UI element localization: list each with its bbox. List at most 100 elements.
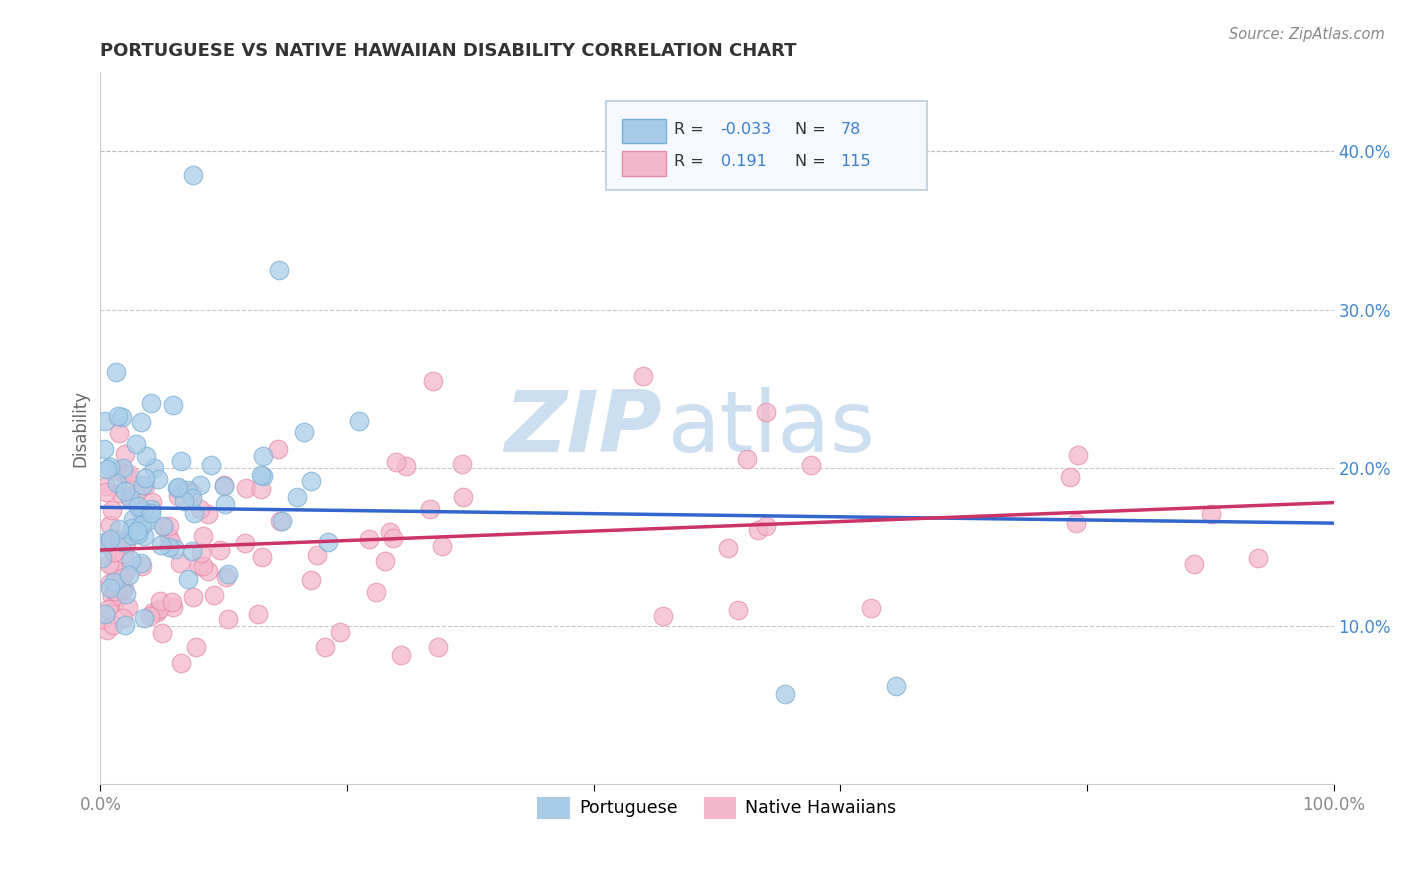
Point <box>101 618 124 632</box>
Point <box>170 454 193 468</box>
Point <box>191 529 214 543</box>
Point <box>114 447 136 461</box>
Point <box>212 479 235 493</box>
Point <box>773 687 796 701</box>
Text: PORTUGUESE VS NATIVE HAWAIIAN DISABILITY CORRELATION CHART: PORTUGUESE VS NATIVE HAWAIIAN DISABILITY… <box>100 42 797 60</box>
Point <box>122 492 145 507</box>
Point <box>149 593 172 607</box>
Point <box>395 459 418 474</box>
Point <box>108 425 131 440</box>
Point <box>98 575 121 590</box>
Point <box>112 461 135 475</box>
Point <box>359 532 381 546</box>
Point <box>215 570 238 584</box>
Point <box>107 463 129 477</box>
Point <box>131 478 153 492</box>
Point <box>150 538 173 552</box>
Point <box>143 460 166 475</box>
Point <box>150 625 173 640</box>
Point <box>250 482 273 496</box>
Point <box>134 471 156 485</box>
Point <box>430 539 453 553</box>
Point <box>105 589 128 603</box>
Point <box>747 523 769 537</box>
Point <box>132 504 155 518</box>
Point <box>110 410 132 425</box>
Point <box>104 583 127 598</box>
Point <box>631 369 654 384</box>
Point <box>94 607 117 622</box>
Point <box>114 541 136 555</box>
Point <box>451 457 474 471</box>
Point <box>148 602 170 616</box>
Point <box>111 467 134 481</box>
Point <box>128 502 150 516</box>
Point <box>1059 469 1081 483</box>
Point <box>382 531 405 545</box>
Point <box>97 601 120 615</box>
Point <box>117 533 139 547</box>
Point <box>188 478 211 492</box>
Point <box>127 526 149 541</box>
Point <box>800 458 823 472</box>
Point <box>114 483 136 498</box>
Point <box>105 475 128 490</box>
Point <box>112 581 135 595</box>
Point <box>132 611 155 625</box>
Point <box>91 536 114 550</box>
Point <box>104 365 127 379</box>
Point <box>98 557 121 571</box>
Point <box>299 573 322 587</box>
Point <box>93 442 115 457</box>
Point <box>190 501 212 516</box>
Point <box>108 533 131 547</box>
Point <box>117 599 139 614</box>
Point <box>181 168 204 182</box>
Point <box>117 489 139 503</box>
Point <box>131 518 153 533</box>
Point <box>96 484 118 499</box>
Point <box>364 584 387 599</box>
Point <box>299 474 322 488</box>
Point <box>755 518 778 533</box>
Point <box>101 503 124 517</box>
Point <box>250 549 273 564</box>
Point <box>180 485 202 500</box>
Point <box>214 497 236 511</box>
Point <box>267 442 290 456</box>
Point <box>96 536 118 550</box>
Point <box>101 589 124 603</box>
Point <box>103 574 125 589</box>
Point <box>1067 448 1090 462</box>
Point <box>125 524 148 539</box>
Point <box>1246 550 1268 565</box>
Point <box>111 534 134 549</box>
Point <box>90 551 112 566</box>
Point <box>136 514 159 528</box>
Point <box>380 525 402 540</box>
Point <box>426 640 449 654</box>
Point <box>212 477 235 491</box>
Point <box>152 519 174 533</box>
Point <box>112 611 135 625</box>
FancyBboxPatch shape <box>606 101 927 190</box>
Point <box>202 588 225 602</box>
Point <box>173 493 195 508</box>
Point <box>271 515 294 529</box>
Point <box>884 679 907 693</box>
Point <box>111 583 134 598</box>
Point <box>247 607 270 621</box>
Point <box>187 558 209 573</box>
Point <box>107 409 129 423</box>
Text: atlas: atlas <box>668 387 876 470</box>
Point <box>217 612 239 626</box>
Point <box>103 595 125 609</box>
Point <box>316 534 339 549</box>
Point <box>305 548 328 562</box>
Point <box>157 519 180 533</box>
Point <box>139 501 162 516</box>
Point <box>200 458 222 472</box>
Point <box>117 467 139 481</box>
Point <box>127 500 149 514</box>
Point <box>252 449 274 463</box>
